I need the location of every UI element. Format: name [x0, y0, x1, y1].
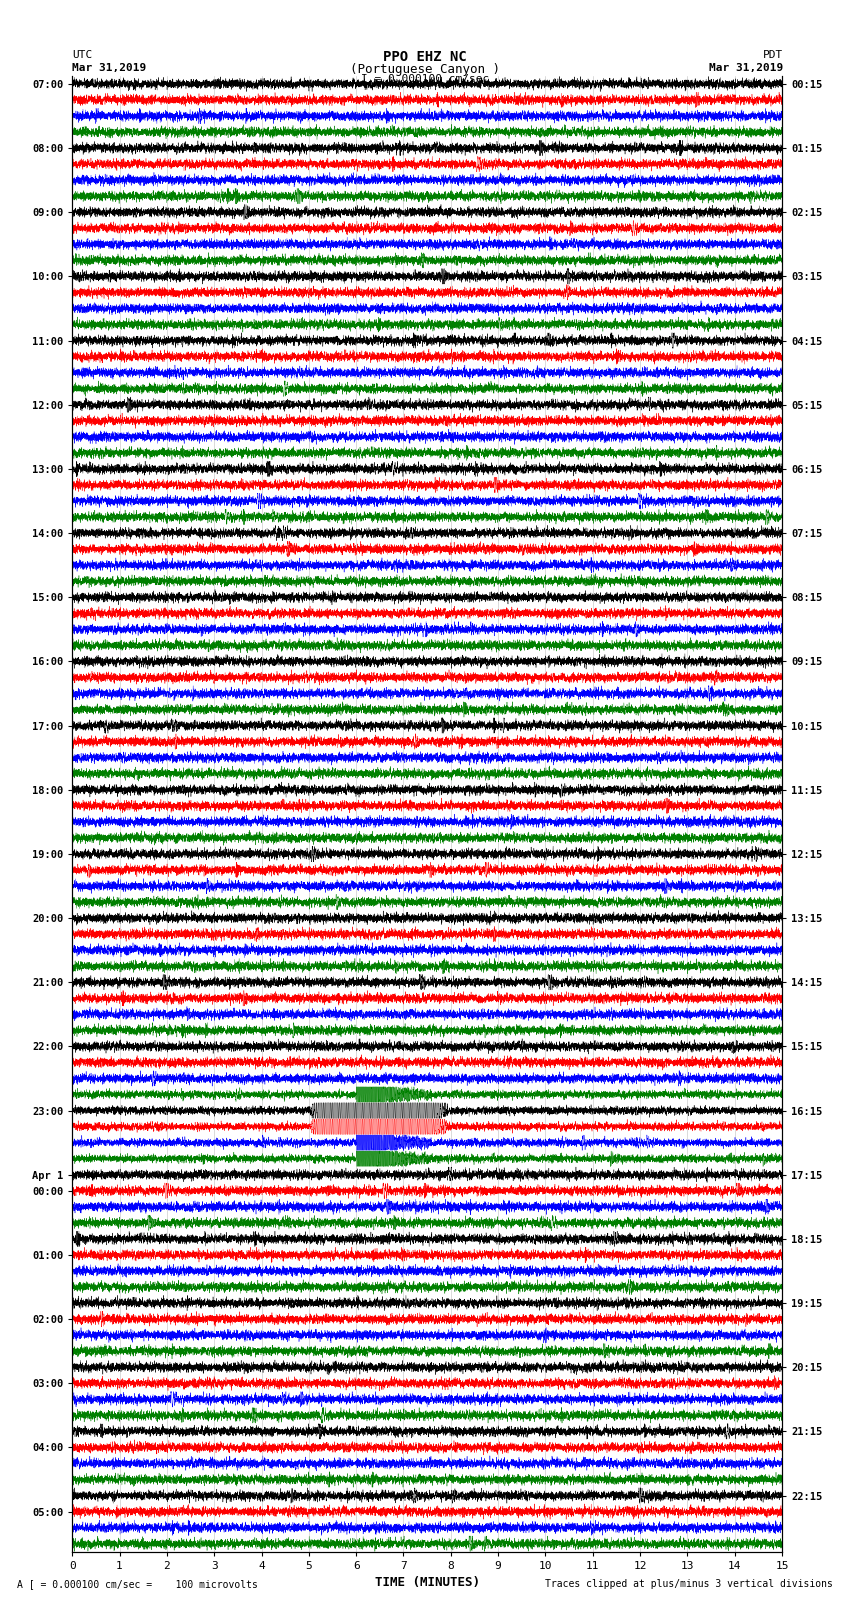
Text: A [ = 0.000100 cm/sec =    100 microvolts: A [ = 0.000100 cm/sec = 100 microvolts: [17, 1579, 258, 1589]
Text: UTC: UTC: [72, 50, 93, 60]
Text: (Portuguese Canyon ): (Portuguese Canyon ): [350, 63, 500, 76]
Text: Mar 31,2019: Mar 31,2019: [72, 63, 146, 73]
Text: I = 0.000100 cm/sec: I = 0.000100 cm/sec: [361, 74, 489, 84]
Text: Mar 31,2019: Mar 31,2019: [709, 63, 783, 73]
Text: PPO EHZ NC: PPO EHZ NC: [383, 50, 467, 65]
X-axis label: TIME (MINUTES): TIME (MINUTES): [375, 1576, 479, 1589]
Text: PDT: PDT: [762, 50, 783, 60]
Text: Traces clipped at plus/minus 3 vertical divisions: Traces clipped at plus/minus 3 vertical …: [545, 1579, 833, 1589]
